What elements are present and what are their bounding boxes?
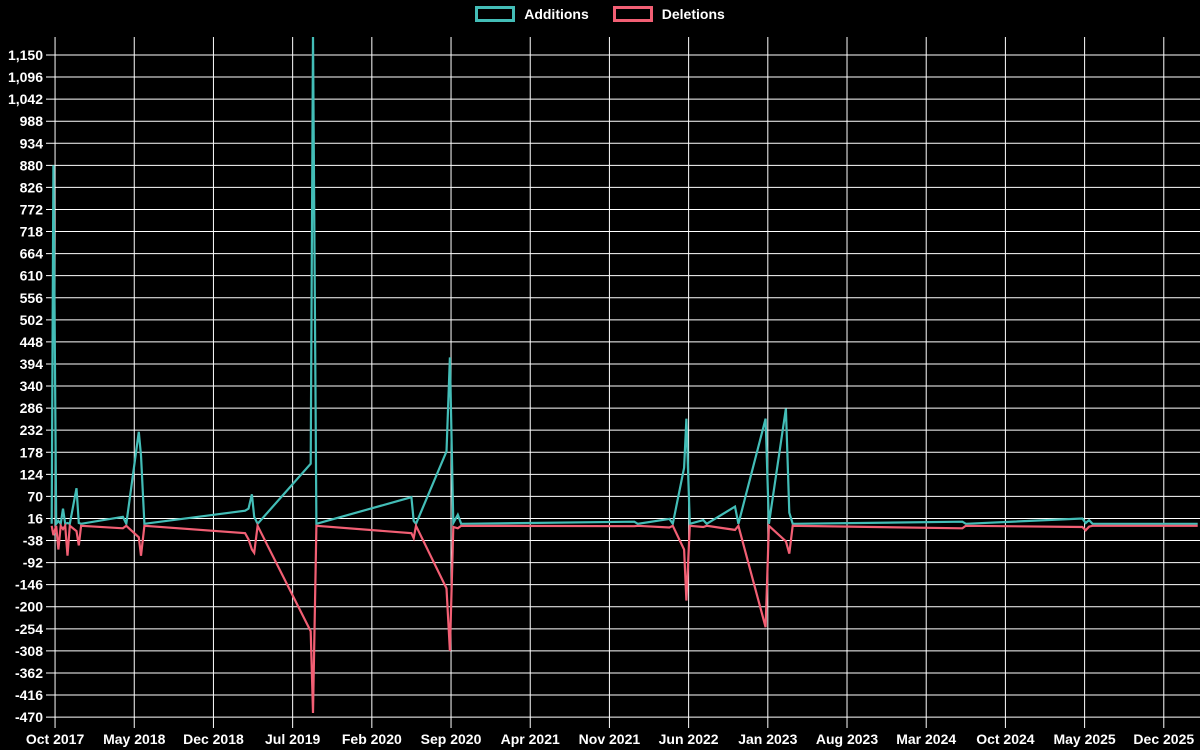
x-tick-label: Dec 2025 [1133,731,1194,747]
y-tick-label: 70 [27,488,43,504]
y-tick-label: 880 [20,157,44,173]
x-tick-label: Mar 2024 [896,731,956,747]
y-tick-label: 1,042 [8,91,43,107]
gridlines [46,37,1200,728]
y-tick-label: -470 [15,709,43,725]
y-tick-label: 664 [20,246,44,262]
y-tick-label: -146 [15,577,43,593]
x-tick-label: Sep 2020 [421,731,482,747]
y-tick-label: -200 [15,599,43,615]
y-tick-label: 556 [20,290,44,306]
y-tick-label: -254 [15,621,43,637]
y-tick-label: 934 [20,135,44,151]
data-series [50,37,1198,714]
y-tick-label: 286 [20,400,44,416]
x-tick-label: Jun 2022 [659,731,719,747]
y-tick-label: 232 [20,422,44,438]
x-tick-label: Aug 2023 [816,731,878,747]
additions-line [50,37,1198,528]
y-tick-label: -38 [23,533,43,549]
legend-label-additions: Additions [524,6,589,22]
x-tick-label: Jul 2019 [265,731,320,747]
y-tick-label: 610 [20,268,44,284]
y-tick-label: 826 [20,179,44,195]
y-tick-label: 988 [20,113,44,129]
y-tick-label: -362 [15,665,43,681]
deletions-line [50,522,1198,714]
y-tick-label: 394 [20,356,44,372]
x-tick-label: Oct 2017 [26,731,85,747]
x-tick-label: Oct 2024 [976,731,1035,747]
y-tick-label: -308 [15,643,43,659]
x-tick-label: Nov 2021 [579,731,641,747]
y-tick-label: 448 [20,334,44,350]
deletions-swatch [612,6,653,22]
y-tick-label: 178 [20,444,44,460]
legend-item-additions[interactable]: Additions [475,6,589,22]
additions-swatch [475,6,516,22]
y-tick-label: 124 [20,466,44,482]
chart-legend: Additions Deletions [0,6,1200,22]
legend-item-deletions[interactable]: Deletions [612,6,725,22]
y-tick-label: 340 [20,378,44,394]
x-tick-label: Dec 2018 [183,731,244,747]
y-tick-label: 16 [27,510,43,526]
y-tick-label: -416 [15,687,43,703]
y-tick-label: 1,150 [8,47,43,63]
y-tick-label: -92 [23,555,43,571]
x-tick-label: May 2025 [1053,731,1115,747]
legend-label-deletions: Deletions [661,6,725,22]
y-tick-label: 718 [20,224,44,240]
y-tick-label: 502 [20,312,44,328]
x-tick-label: Jan 2023 [738,731,797,747]
y-tick-label: 1,096 [8,69,43,85]
x-tick-label: May 2018 [103,731,165,747]
x-tick-label: Feb 2020 [342,731,402,747]
x-tick-label: Apr 2021 [501,731,560,747]
axis-labels: 1,150 1,096 1,042 988 934 880 826 772 718 664 610 5… [8,47,1194,747]
y-tick-label: 772 [20,201,44,217]
